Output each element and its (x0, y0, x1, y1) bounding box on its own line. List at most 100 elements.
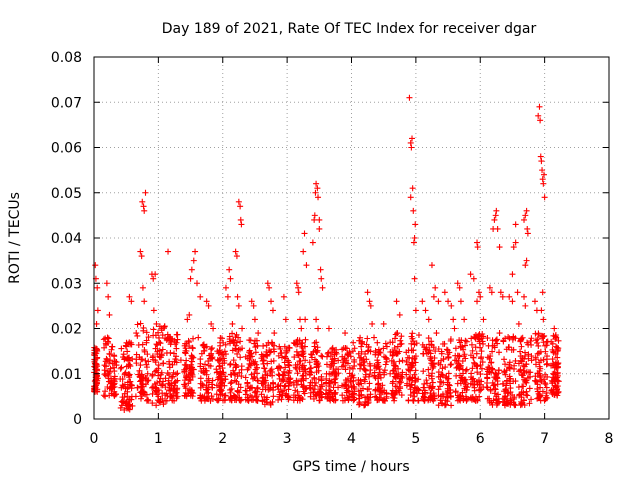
data-point (405, 397, 412, 404)
data-point (94, 348, 101, 355)
data-point (188, 266, 195, 273)
data-point (542, 396, 549, 403)
data-point (533, 337, 540, 344)
data-point (109, 343, 116, 350)
data-point (447, 336, 454, 343)
data-point (125, 384, 132, 391)
data-point (105, 293, 112, 300)
x-tick-label: 0 (90, 431, 99, 447)
data-point (221, 397, 228, 404)
data-point (358, 343, 365, 350)
data-point (484, 384, 491, 391)
data-point (389, 380, 396, 387)
data-point (340, 362, 347, 369)
data-point (348, 384, 355, 391)
data-point (187, 377, 194, 384)
data-point (314, 185, 321, 192)
data-point (252, 344, 259, 351)
data-point (369, 320, 376, 327)
data-point (318, 275, 325, 282)
data-point (452, 345, 459, 352)
data-point (274, 383, 281, 390)
data-point (500, 337, 507, 344)
data-point (236, 389, 243, 396)
data-point (308, 354, 315, 361)
data-point (235, 302, 242, 309)
data-point (309, 379, 316, 386)
data-point (543, 361, 550, 368)
data-point (232, 394, 239, 401)
data-point (549, 380, 556, 387)
data-point (134, 332, 141, 339)
data-point (297, 357, 304, 364)
data-point (541, 379, 548, 386)
data-point (311, 386, 318, 393)
data-point (189, 358, 196, 365)
data-point (407, 367, 414, 374)
data-point (539, 167, 546, 174)
data-point (186, 386, 193, 393)
data-point (194, 280, 200, 287)
data-point (128, 298, 135, 305)
data-point (472, 393, 479, 400)
data-point (538, 307, 545, 314)
data-point (213, 366, 220, 373)
data-point (331, 369, 338, 376)
data-point (319, 284, 326, 291)
data-point (395, 387, 402, 394)
data-point (181, 381, 188, 388)
x-tick-label: 4 (347, 431, 356, 447)
data-point (253, 361, 260, 368)
data-point (201, 397, 208, 404)
data-point (307, 389, 314, 396)
data-point (121, 381, 128, 388)
data-point (311, 212, 318, 219)
data-point (251, 389, 258, 396)
data-point (238, 221, 245, 228)
data-point (216, 363, 223, 370)
data-point (408, 347, 415, 354)
data-point (510, 334, 517, 341)
data-point (269, 341, 276, 348)
data-point (118, 345, 125, 352)
data-point (349, 348, 356, 355)
data-point (143, 391, 150, 398)
data-point (294, 341, 301, 348)
data-point (366, 373, 373, 380)
data-point (173, 331, 180, 338)
data-point (251, 316, 258, 323)
data-point (408, 340, 415, 347)
data-point (430, 293, 437, 300)
data-point (167, 349, 174, 356)
data-point (170, 369, 177, 376)
data-point (389, 339, 396, 346)
data-point (408, 364, 415, 371)
data-point (252, 388, 259, 395)
data-point (111, 353, 118, 360)
data-point (489, 366, 496, 373)
data-point (342, 381, 349, 388)
data-point (393, 298, 400, 305)
data-point (471, 387, 478, 394)
data-point (297, 316, 303, 323)
data-point (503, 346, 510, 353)
data-point (343, 345, 350, 352)
data-point (463, 338, 470, 345)
data-point (307, 371, 314, 378)
data-point (286, 367, 293, 374)
data-point (437, 397, 444, 404)
data-point (501, 388, 508, 395)
data-point (510, 378, 517, 385)
data-point (544, 360, 551, 367)
data-point (324, 353, 331, 360)
data-point (244, 380, 251, 387)
data-point (473, 363, 480, 370)
data-point (124, 348, 131, 355)
data-point (350, 339, 357, 346)
data-point (205, 375, 212, 382)
data-point (313, 364, 320, 371)
data-point (411, 384, 418, 391)
data-point (409, 397, 416, 404)
data-point (141, 207, 148, 214)
data-point (554, 348, 561, 355)
